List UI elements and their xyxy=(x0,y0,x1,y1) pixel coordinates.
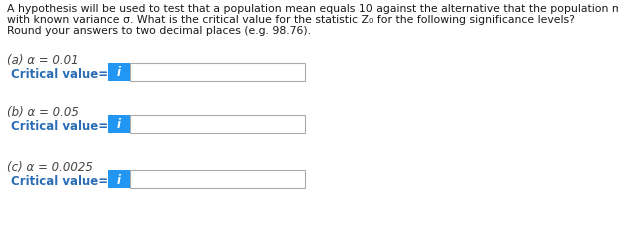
FancyBboxPatch shape xyxy=(108,170,130,188)
Text: i: i xyxy=(117,66,121,79)
Text: with known variance σ. What is the critical value for the statistic Z₀ for the f: with known variance σ. What is the criti… xyxy=(7,15,575,25)
Text: Critical value=: Critical value= xyxy=(11,174,108,187)
Text: (c) α = 0.0025: (c) α = 0.0025 xyxy=(7,160,93,173)
FancyBboxPatch shape xyxy=(130,170,305,188)
Text: A hypothesis will be used to test that a population mean equals 10 against the a: A hypothesis will be used to test that a… xyxy=(7,4,618,14)
FancyBboxPatch shape xyxy=(130,64,305,82)
Text: i: i xyxy=(117,173,121,186)
Text: Critical value=: Critical value= xyxy=(11,68,108,81)
Text: (a) α = 0.01: (a) α = 0.01 xyxy=(7,54,78,67)
Text: Critical value=: Critical value= xyxy=(11,120,108,132)
Text: Round your answers to two decimal places (e.g. 98.76).: Round your answers to two decimal places… xyxy=(7,26,311,36)
FancyBboxPatch shape xyxy=(108,64,130,82)
Text: (b) α = 0.05: (b) α = 0.05 xyxy=(7,106,79,118)
Text: i: i xyxy=(117,118,121,131)
FancyBboxPatch shape xyxy=(108,116,130,134)
FancyBboxPatch shape xyxy=(130,116,305,134)
